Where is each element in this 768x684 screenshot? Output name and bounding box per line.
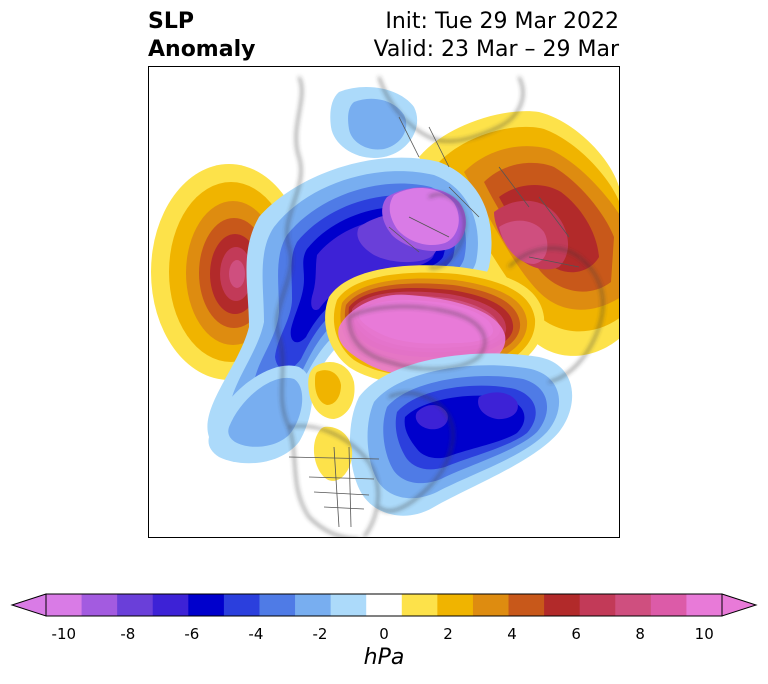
colorbar-bin <box>508 594 545 616</box>
positive-anomaly-europe <box>419 111 619 356</box>
colorbar-border <box>45 593 723 617</box>
colorbar-bin <box>295 594 332 616</box>
colorbar-bin <box>188 594 225 616</box>
colorbar-tick-label: -6 <box>184 625 200 643</box>
date-info: Init: Tue 29 Mar 2022 Valid: 23 Mar – 29… <box>374 8 619 64</box>
colorbar-bin <box>117 594 154 616</box>
negative-anomaly-north-europe <box>330 87 418 158</box>
valid-range: Valid: 23 Mar – 29 Mar <box>373 37 619 62</box>
colorbar-bin <box>259 594 296 616</box>
colorbar-tick-label: 10 <box>694 625 714 643</box>
colorbar-bin <box>46 594 83 616</box>
colorbar-tick-label: -2 <box>312 625 328 643</box>
colorbar-extend-min <box>10 593 47 617</box>
colorbar-bin <box>401 594 438 616</box>
negative-anomaly-east-pacific <box>208 365 313 464</box>
colorbar-unit-label: hPa <box>363 645 405 670</box>
colorbar <box>10 593 758 617</box>
title-line-1: SLP <box>148 9 194 34</box>
init-date: Init: Tue 29 Mar 2022 <box>385 9 619 34</box>
colorbar-bin <box>650 594 687 616</box>
colorbar-bin <box>366 594 403 616</box>
colorbar-tick-label: 4 <box>507 625 517 643</box>
title-line-2: Anomaly <box>148 37 256 62</box>
colorbar-tick-label: 8 <box>635 625 645 643</box>
colorbar-tick-label: 6 <box>571 625 581 643</box>
negative-anomaly-north-atlantic <box>349 353 573 516</box>
colorbar-tick-label: -8 <box>120 625 136 643</box>
colorbar-bin <box>544 594 581 616</box>
positive-anomaly-north-america <box>308 362 355 481</box>
colorbar-bin <box>330 594 367 616</box>
anomaly-map <box>149 67 619 537</box>
colorbar-bin <box>615 594 652 616</box>
colorbar-bin <box>579 594 616 616</box>
colorbar-tick-label: -10 <box>51 625 77 643</box>
colorbar-bin <box>686 594 723 616</box>
colorbar-tick-label: 0 <box>379 625 389 643</box>
colorbar-bin <box>223 594 260 616</box>
colorbar-extend-max <box>721 593 758 617</box>
coastlines <box>276 76 604 537</box>
map-panel <box>148 66 620 538</box>
country-borders <box>288 116 580 528</box>
map-title: SLP Anomaly <box>148 8 255 64</box>
colorbar-tick-label: 2 <box>443 625 453 643</box>
colorbar-bin <box>437 594 474 616</box>
colorbar-tick-label: -4 <box>248 625 264 643</box>
positive-anomaly-arctic <box>325 265 545 385</box>
colorbar-bin <box>472 594 510 616</box>
colorbar-bin <box>81 594 118 616</box>
colorbar-bin <box>152 594 189 616</box>
